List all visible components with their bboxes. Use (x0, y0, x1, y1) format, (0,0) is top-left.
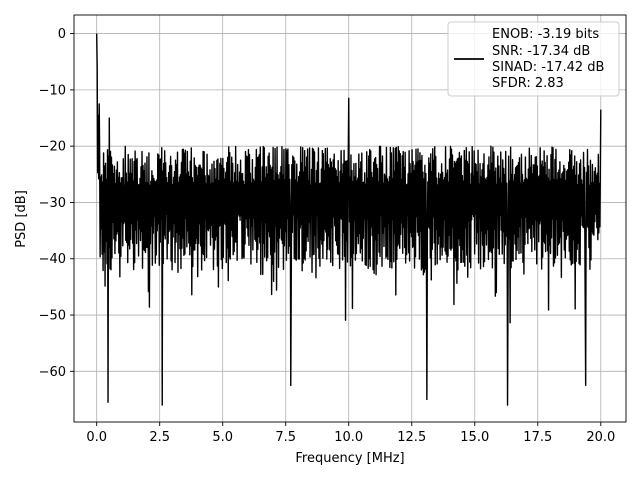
x-tick-label: 20.0 (586, 430, 615, 445)
x-tick-label: 7.5 (275, 430, 296, 445)
y-tick-label: 0 (58, 27, 66, 42)
legend-line-snr: SNR: -17.34 dB (492, 44, 590, 59)
y-tick-label: −30 (39, 196, 66, 211)
psd-series-line (95, 33, 602, 406)
y-tick-label: −40 (39, 252, 66, 267)
y-tick-label: −50 (39, 309, 66, 324)
y-tick-label: −60 (39, 365, 66, 380)
legend-line-sinad: SINAD: -17.42 dB (492, 60, 604, 75)
legend: ENOB: -3.19 bits SNR: -17.34 dB SINAD: -… (447, 21, 620, 97)
legend-line-enob: ENOB: -3.19 bits (492, 27, 599, 42)
y-tick-label: −10 (39, 83, 66, 98)
x-tick-label: 10.0 (334, 430, 363, 445)
plot-frame (73, 14, 627, 423)
x-tick-label: 5.0 (212, 430, 233, 445)
legend-box (447, 21, 620, 97)
legend-line-sfdr: SFDR: 2.83 (492, 76, 564, 91)
x-axis-label: Frequency [MHz] (295, 451, 404, 466)
x-tick-label: 17.5 (523, 430, 552, 445)
y-axis-label: PSD [dB] (14, 190, 29, 248)
axis-ticks: 0.0 2.5 5.0 7.5 10.0 12.5 15.0 17.5 20.0 0 −10 −20 −… (39, 27, 616, 445)
x-tick-label: 12.5 (397, 430, 426, 445)
x-tick-label: 2.5 (149, 430, 170, 445)
data-series (95, 33, 602, 406)
x-tick-label: 15.0 (460, 430, 489, 445)
x-tick-label: 0.0 (86, 430, 107, 445)
y-tick-label: −20 (39, 140, 66, 155)
